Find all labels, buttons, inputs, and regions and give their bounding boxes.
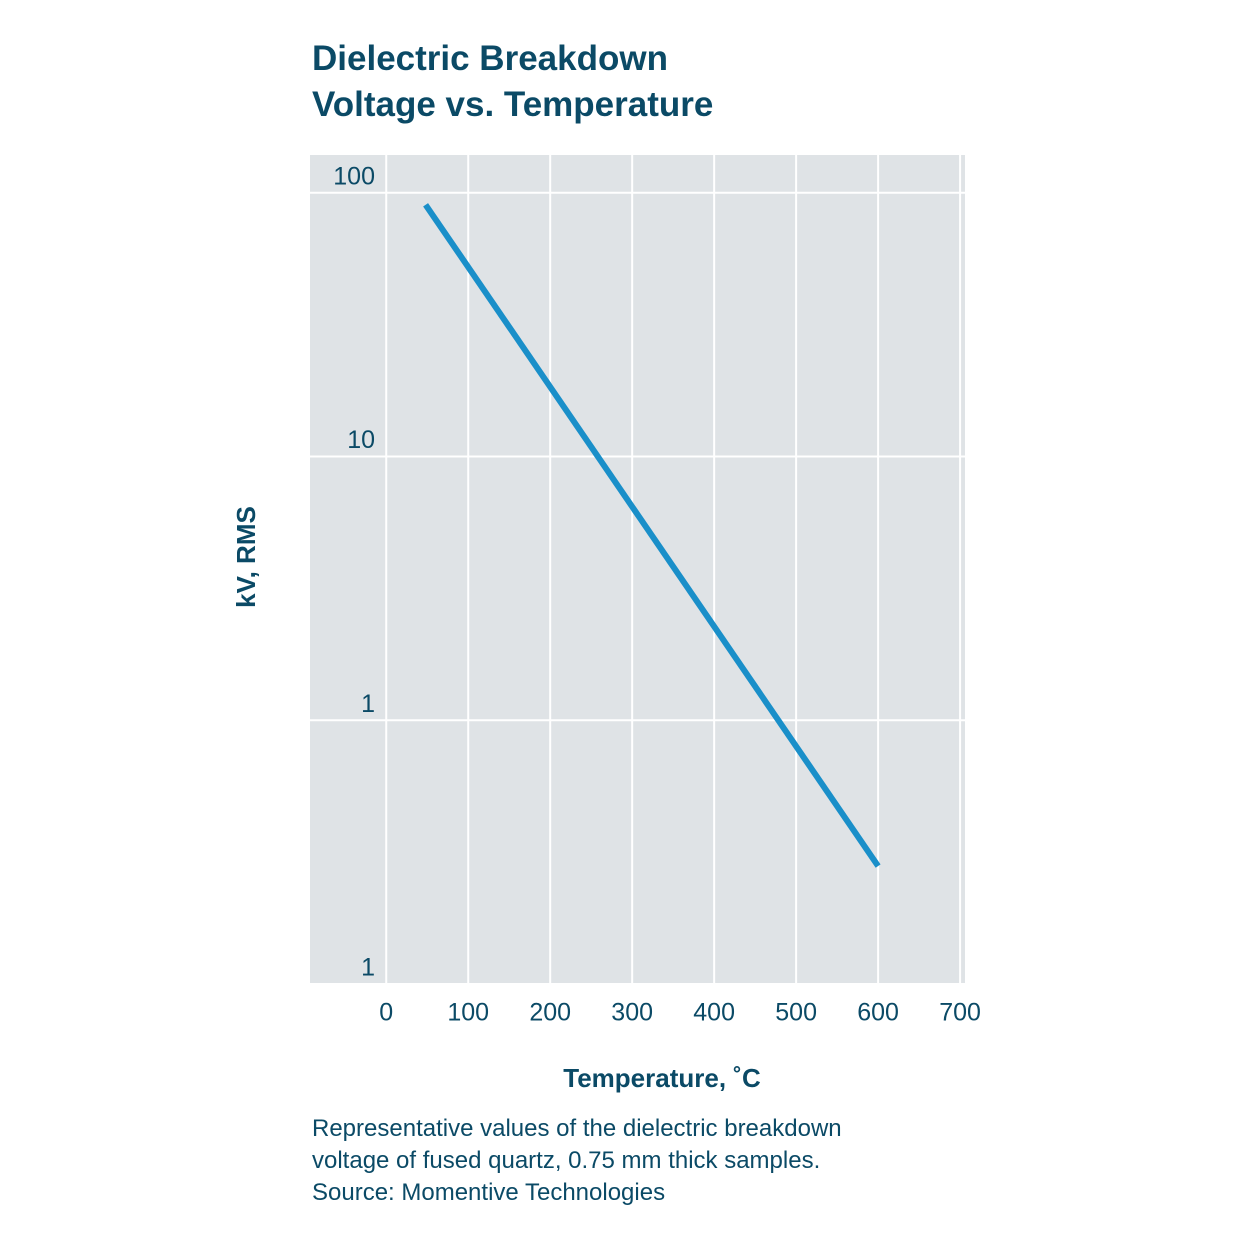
x-tick-label: 600	[857, 999, 899, 1027]
x-tick-label: 400	[693, 999, 735, 1027]
data-line	[423, 203, 881, 868]
plot-area	[310, 155, 965, 984]
chart-title: Voltage vs. Temperature	[312, 85, 713, 124]
x-tick-label: 100	[447, 999, 489, 1027]
x-tick-label: 500	[775, 999, 817, 1027]
x-tick-label: 300	[611, 999, 653, 1027]
y-tick-label: 10	[347, 426, 375, 454]
y-tick-label: 1	[361, 954, 375, 982]
x-tick-label: 0	[379, 999, 393, 1027]
x-tick-label: 200	[529, 999, 571, 1027]
chart-title: Dielectric Breakdown	[312, 39, 668, 78]
y-tick-label: 100	[333, 162, 375, 190]
caption: Representative values of the dielectric …	[312, 1115, 842, 1142]
caption: voltage of fused quartz, 0.75 mm thick s…	[312, 1147, 820, 1174]
x-tick-label: 700	[939, 999, 981, 1027]
y-tick-label: 1	[361, 690, 375, 718]
caption: Source: Momentive Technologies	[312, 1179, 665, 1206]
y-axis-label: kV, RMS	[231, 506, 261, 608]
x-axis-label: Temperature, ˚C	[563, 1063, 761, 1093]
